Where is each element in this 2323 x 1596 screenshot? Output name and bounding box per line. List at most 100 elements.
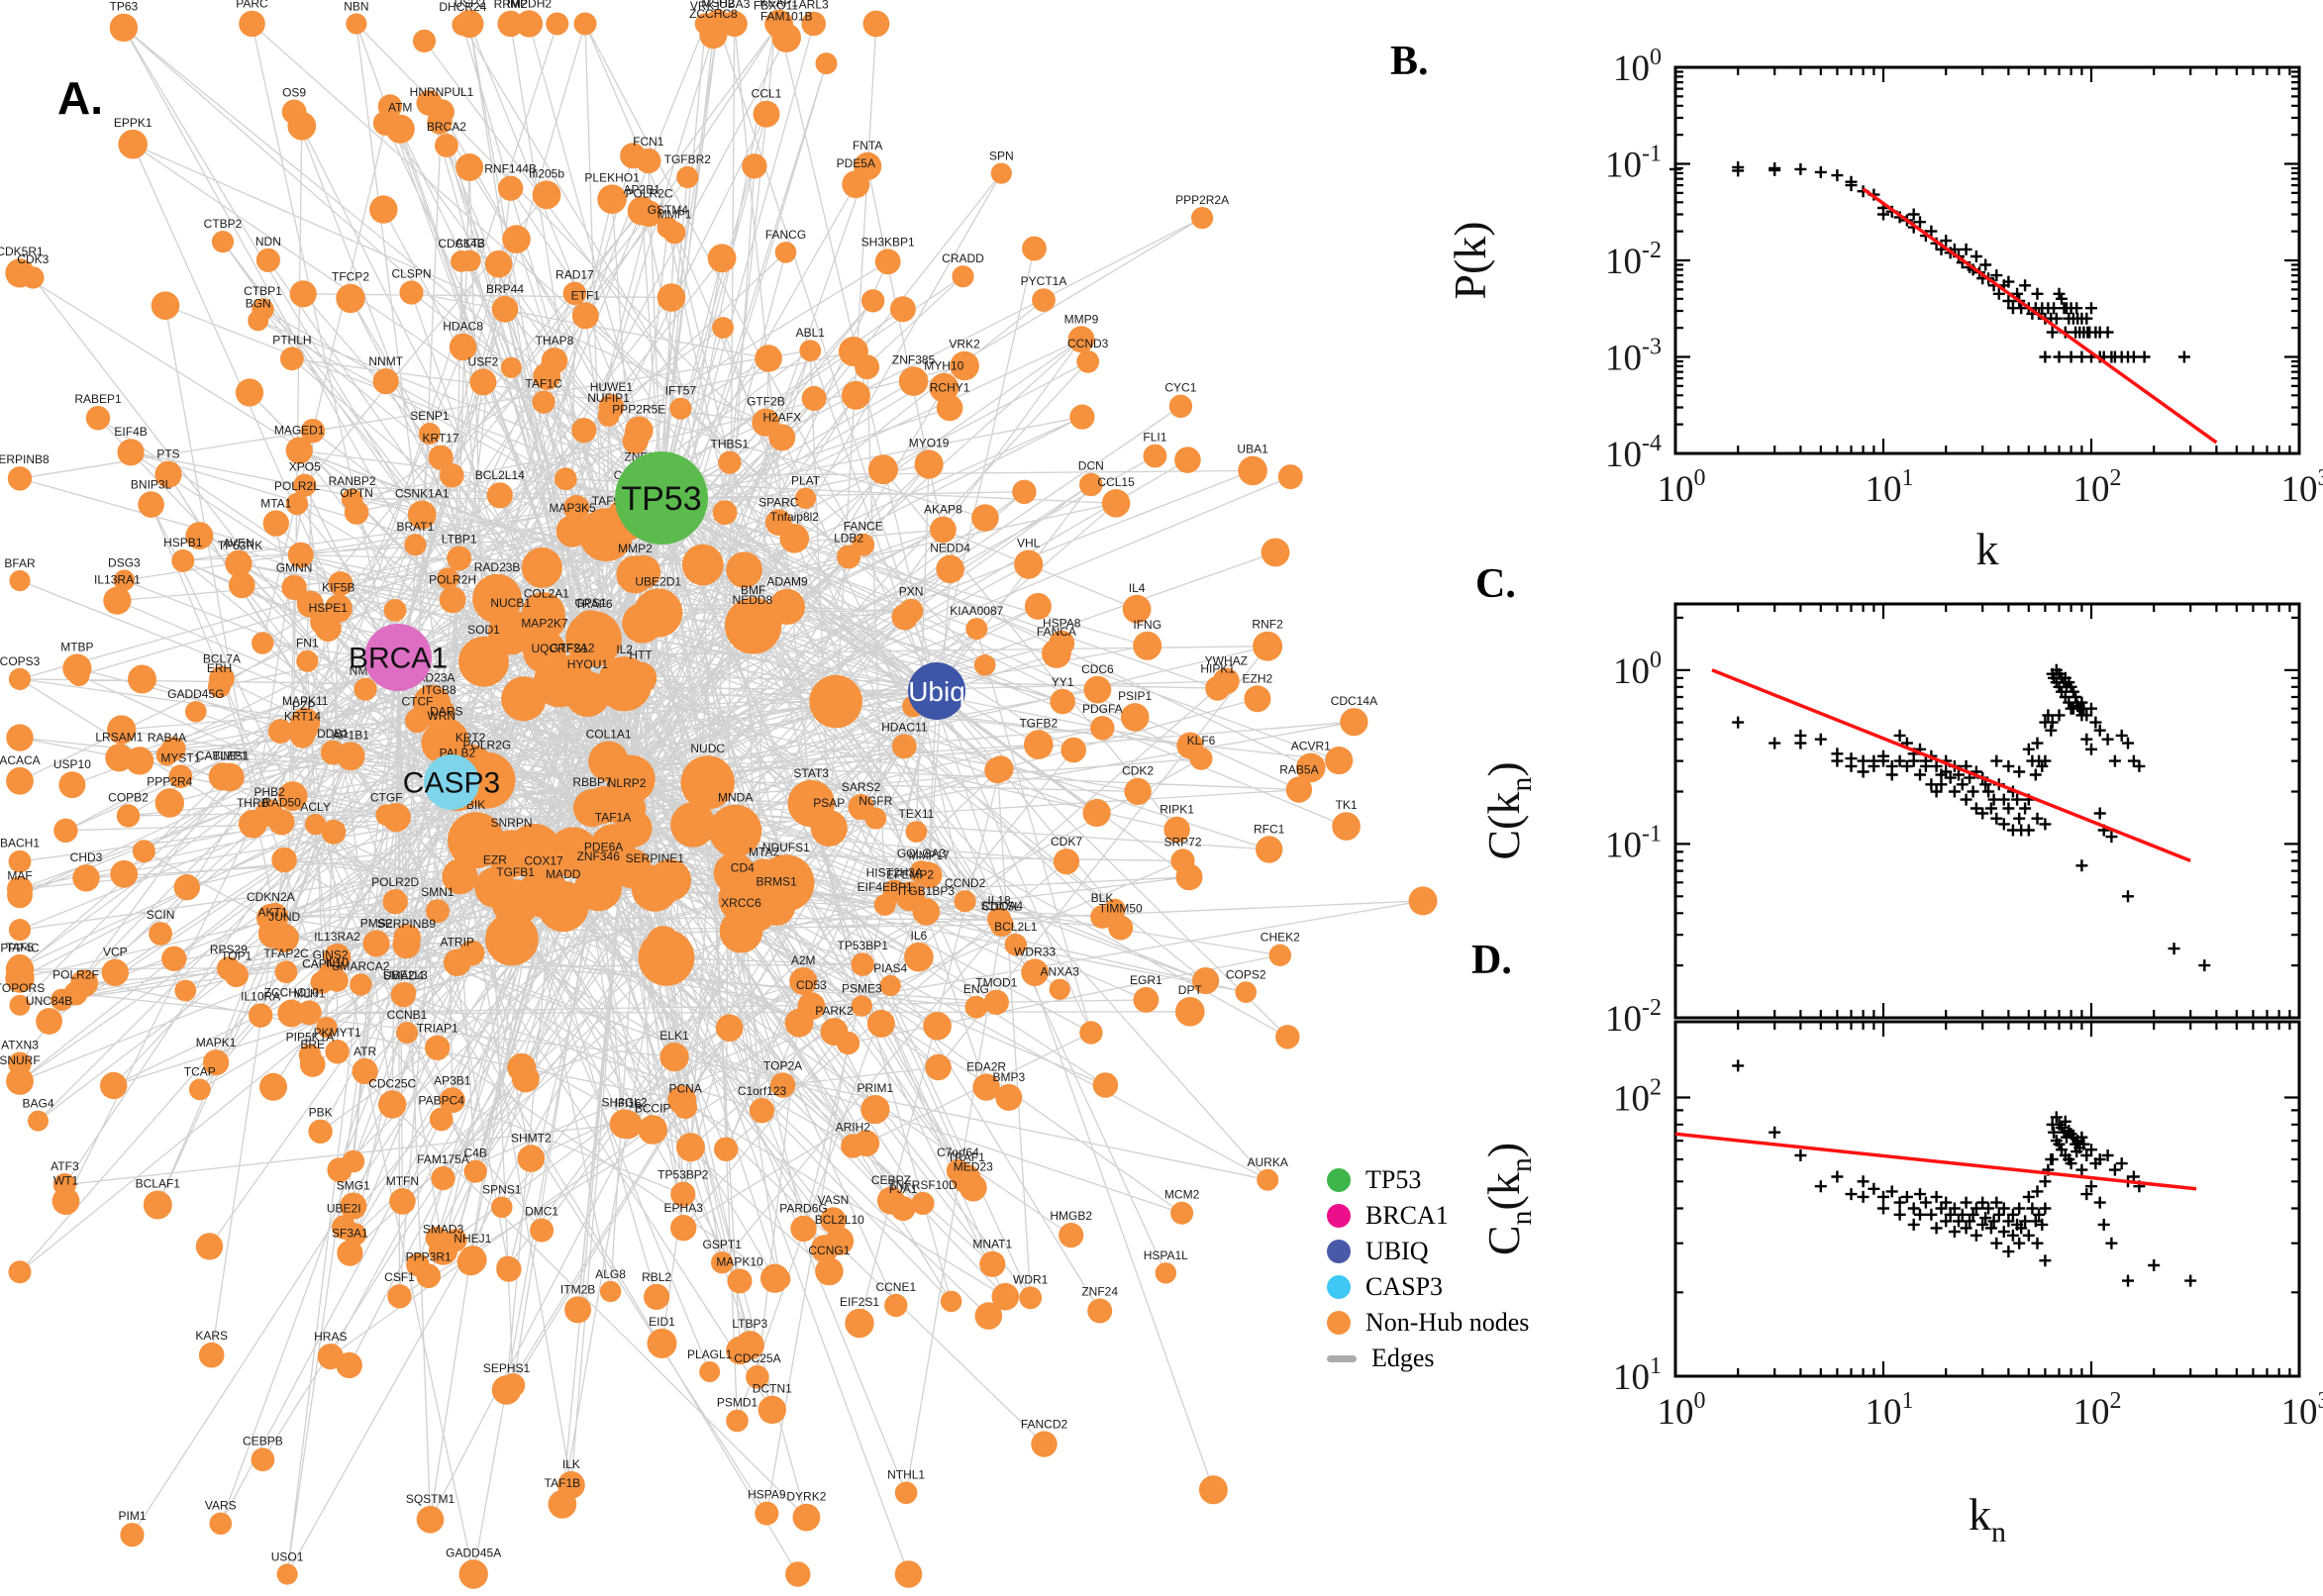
network-node — [1285, 776, 1313, 803]
network-node-label: IL13RA2 — [314, 930, 360, 944]
network-node — [1340, 708, 1368, 737]
network-node — [866, 1009, 895, 1038]
network-node-label: AKT3 — [455, 237, 485, 250]
network-node — [496, 1256, 522, 1282]
network-node-label: MMP2 — [618, 542, 653, 555]
legend-item-tp53: TP53 — [1327, 1165, 1529, 1194]
network-node-label: ZNF385 — [892, 352, 936, 366]
network-node — [606, 754, 656, 804]
network-node — [308, 1119, 333, 1145]
network-node — [726, 551, 762, 588]
network-node — [378, 1090, 407, 1119]
network-node — [251, 1447, 275, 1472]
network-node — [914, 449, 944, 479]
network-node-label: MYH10 — [924, 359, 963, 373]
network-node-label: KEAP1 — [759, 0, 798, 10]
network-node — [867, 454, 898, 485]
network-node — [853, 1130, 880, 1157]
network-node-label: NDUFS1 — [762, 841, 810, 854]
network-node-label: COL1A1 — [586, 728, 632, 742]
network-node-label: MMP9 — [1064, 312, 1099, 326]
network-node — [789, 967, 818, 995]
network-node-label: CDC6 — [1081, 662, 1114, 676]
network-node-label: CDC25A — [734, 1351, 780, 1365]
network-node — [1079, 472, 1103, 497]
network-node-label: SPNS1 — [482, 1183, 522, 1197]
network-node — [7, 876, 33, 902]
network-node-label: SF3A1 — [332, 1227, 368, 1241]
network-node — [995, 1083, 1023, 1111]
network-node-label: ILK — [562, 1457, 580, 1471]
network-node — [820, 1207, 847, 1234]
network-node-label: CCNG1 — [808, 1244, 850, 1257]
network-node-label: PZP — [292, 699, 315, 713]
network-node-label: CLSPN — [391, 267, 431, 281]
network-node-label: EGR1 — [1130, 973, 1162, 987]
network-node-label: SMG1 — [337, 1179, 370, 1193]
network-node — [1175, 863, 1203, 891]
network-node — [1155, 1262, 1177, 1284]
network-node-label: SEPHS1 — [483, 1361, 531, 1375]
network-node-label: ACVR1 — [1291, 740, 1331, 753]
network-node — [936, 554, 964, 584]
plot-c-points — [1732, 663, 2211, 972]
network-node — [8, 1051, 32, 1076]
network-node — [274, 960, 298, 984]
network-node — [769, 1072, 796, 1098]
network-node — [760, 1263, 790, 1293]
network-node — [154, 460, 182, 488]
network-node — [428, 445, 454, 470]
network-node — [1253, 631, 1283, 661]
plot-d-fit-line — [1674, 1132, 2197, 1191]
network-node — [128, 664, 156, 694]
network-node — [554, 467, 577, 491]
network-node-label: USO1 — [271, 1549, 304, 1563]
network-node-label: NUDC — [690, 742, 725, 755]
network-node-label: SMAD4 — [383, 968, 425, 982]
network-node — [699, 20, 728, 50]
network-node — [138, 491, 164, 518]
network-node-label: MAGED1 — [274, 424, 325, 438]
network-node — [1050, 688, 1075, 715]
network-node-label: EIF4B — [114, 425, 147, 439]
network-node-label: PCNA — [669, 1081, 702, 1095]
network-node-label: RNF2 — [1252, 618, 1283, 632]
x-tick-label: 103 — [2281, 465, 2323, 510]
network-node — [923, 1012, 952, 1041]
network-node-label: CHD3 — [70, 850, 103, 864]
network-node — [548, 1489, 577, 1519]
network-node-label: PDE5A — [837, 156, 875, 170]
network-node — [389, 1188, 416, 1215]
network-node — [225, 549, 252, 577]
network-node-label: UBE2L3 — [383, 968, 428, 982]
network-node-label: PMS2 — [360, 916, 393, 930]
network-node-label: HIST2H3A — [866, 866, 923, 880]
network-node — [1049, 978, 1070, 1000]
network-node-label: IL10 — [326, 955, 350, 969]
network-node — [350, 973, 372, 996]
network-node-label: SMAD3 — [423, 1222, 464, 1236]
network-node-label: POLR2C — [625, 187, 672, 201]
network-node — [448, 812, 505, 869]
edge-swatch-icon — [1327, 1354, 1357, 1362]
network-legend: TP53 BRCA1 UBIQ CASP3 Non-Hub nodes Edges — [1327, 1165, 1529, 1380]
network-node — [889, 296, 916, 323]
network-node — [507, 823, 562, 879]
network-node — [790, 1215, 817, 1243]
y-tick-label: 10-1 — [1605, 142, 1662, 186]
network-node-label: PYCT1A — [1021, 274, 1067, 288]
network-node-label: THBS1 — [711, 438, 750, 451]
network-node-label: EDA2R — [966, 1059, 1006, 1073]
network-node-label: HTT — [629, 648, 653, 662]
network-node-label: CHEK2 — [1261, 931, 1300, 945]
network-node — [198, 1342, 225, 1368]
network-node — [497, 10, 524, 38]
y-tick-label: 10-1 — [1605, 821, 1662, 865]
network-node-label: TAF1B — [545, 1476, 580, 1490]
network-node — [954, 890, 976, 913]
network-node-label: BMF — [741, 583, 765, 597]
network-node-label: CTGF — [370, 790, 403, 804]
network-node — [1014, 549, 1044, 579]
network-node-label: HMGB2 — [1050, 1209, 1092, 1223]
